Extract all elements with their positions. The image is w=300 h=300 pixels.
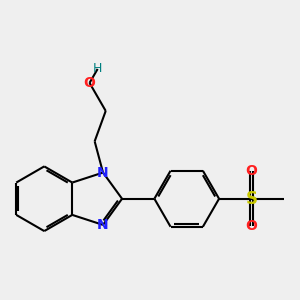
Text: O: O	[245, 164, 257, 178]
Text: O: O	[84, 76, 95, 90]
Text: N: N	[97, 166, 109, 180]
Text: N: N	[97, 218, 109, 232]
Text: H: H	[93, 62, 102, 75]
Text: O: O	[245, 219, 257, 233]
Text: S: S	[245, 190, 257, 208]
